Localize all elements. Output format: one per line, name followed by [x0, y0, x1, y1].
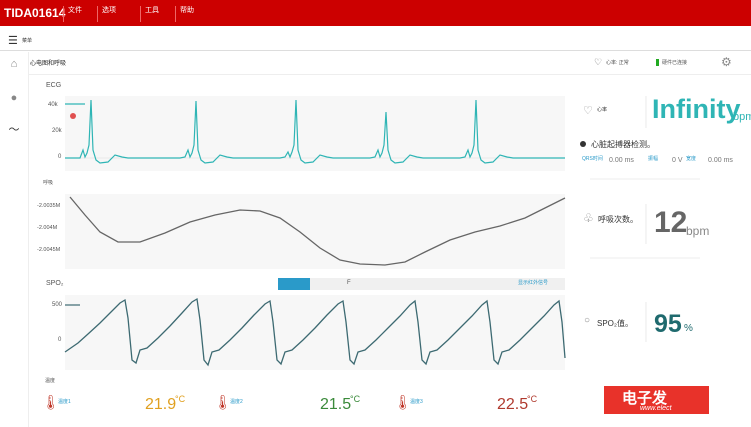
ecg-trace — [65, 99, 565, 164]
spo2-slider-text: F — [347, 280, 351, 286]
title-bar: TIDA01614 文件 选项 工具 帮助 — [0, 0, 751, 26]
temp2-value: 21.5 — [320, 396, 352, 413]
qrs-label: QRS时间 — [582, 156, 603, 162]
amplitude-value: 0 V — [672, 157, 683, 164]
temp3-value: 22.5 — [497, 396, 529, 413]
temp2-label: 温度2 — [230, 399, 243, 405]
thermometer-icon: 🌡 — [394, 394, 412, 410]
spo2-value: 95 — [654, 310, 682, 338]
spo2-label: SPO₂ — [46, 280, 64, 287]
thermometer-icon: 🌡 — [214, 394, 232, 410]
rr-value: 12 — [654, 206, 688, 239]
amplitude-label: 振幅 — [648, 156, 659, 162]
app-title: TIDA01614 — [4, 6, 66, 20]
rr-unit: bpm — [686, 224, 710, 238]
temp3-label: 温度3 — [410, 399, 423, 405]
breadcrumb: 菜单 — [22, 38, 33, 44]
resp-ytick: -2.004M — [37, 225, 58, 231]
rr-label: 呼吸次数。 — [598, 215, 638, 224]
spo2-trace — [64, 297, 566, 367]
connection-indicator — [656, 59, 659, 66]
ecg-ytick: 0 — [58, 154, 62, 160]
resp-plot-area — [65, 194, 565, 269]
temperature-label: 温度 — [45, 378, 56, 384]
resp-label: 呼吸 — [43, 180, 54, 186]
width-value: 0.00 ms — [708, 157, 733, 164]
thermometer-icon: 🌡 — [42, 394, 60, 410]
ir-signal-link[interactable]: 显示红外信号 — [518, 280, 549, 286]
temp2-unit: °C — [350, 394, 361, 404]
sub-header: 心电图和呼吸 ♡ 心率: 正常 硬件已连接 ⚙ — [28, 52, 751, 75]
lungs-icon: ♧ — [583, 211, 594, 225]
logo-sub-text: www.elect — [640, 405, 672, 412]
heart-icon: ♡ — [583, 105, 593, 117]
hr-label: 心率 — [597, 107, 608, 113]
connection-status: 硬件已连接 — [662, 60, 688, 66]
spo2-ytick: 500 — [52, 302, 63, 308]
spo2-unit: % — [684, 323, 693, 334]
ecg-ytick: 40k — [48, 102, 58, 108]
home-icon[interactable]: ⌂ — [10, 58, 18, 70]
info-icon[interactable]: ● — [10, 92, 18, 104]
menu-help[interactable]: 帮助 — [175, 6, 213, 22]
oxygen-drop-icon: ○ — [584, 315, 591, 326]
temp1-value: 21.9 — [145, 396, 177, 413]
spo2-slider-track — [278, 278, 565, 290]
toolbar: ☰ 菜单 — [0, 28, 751, 51]
ecg-ytick: 20k — [52, 128, 62, 134]
resp-ytick: -2.0035M — [37, 203, 61, 209]
ecg-label: ECG — [46, 82, 62, 89]
chart-icon[interactable]: 〜 — [8, 124, 20, 136]
spo2-panel-label: SPO₂值。 — [597, 319, 633, 328]
pacemaker-label: 心脏起搏器检测。 — [591, 140, 655, 149]
watermark-logo: 电子发 www.elect — [604, 386, 709, 414]
ecg-marker — [70, 113, 76, 119]
heart-rate-status: 心率: 正常 — [606, 60, 629, 66]
temp1-label: 温度1 — [58, 399, 71, 405]
resp-trace — [69, 196, 566, 266]
hamburger-icon[interactable]: ☰ — [8, 35, 18, 47]
page-title: 心电图和呼吸 — [30, 61, 67, 67]
resp-ytick: -2.0045M — [37, 247, 61, 253]
spo2-ytick: 0 — [58, 337, 62, 343]
menu-tools[interactable]: 工具 — [140, 6, 170, 22]
sidebar: ⌂ ● 〜 — [0, 52, 29, 427]
hr-value: Infinity — [652, 94, 741, 124]
spo2-plot-area — [65, 295, 565, 370]
menu-file[interactable]: 文件 — [63, 6, 94, 22]
temp3-unit: °C — [527, 394, 538, 404]
width-label: 宽度 — [686, 156, 697, 162]
hr-unit: bpm — [733, 111, 751, 123]
spo2-slider-thumb — [278, 278, 310, 290]
gear-icon[interactable]: ⚙ — [721, 55, 732, 69]
pacemaker-status-dot — [580, 141, 586, 147]
menu-options[interactable]: 选项 — [97, 6, 135, 22]
temp1-unit: °C — [175, 394, 186, 404]
heart-icon: ♡ — [594, 57, 603, 67]
qrs-value: 0.00 ms — [609, 157, 634, 164]
logo-main-text: 电子发 — [622, 390, 668, 407]
